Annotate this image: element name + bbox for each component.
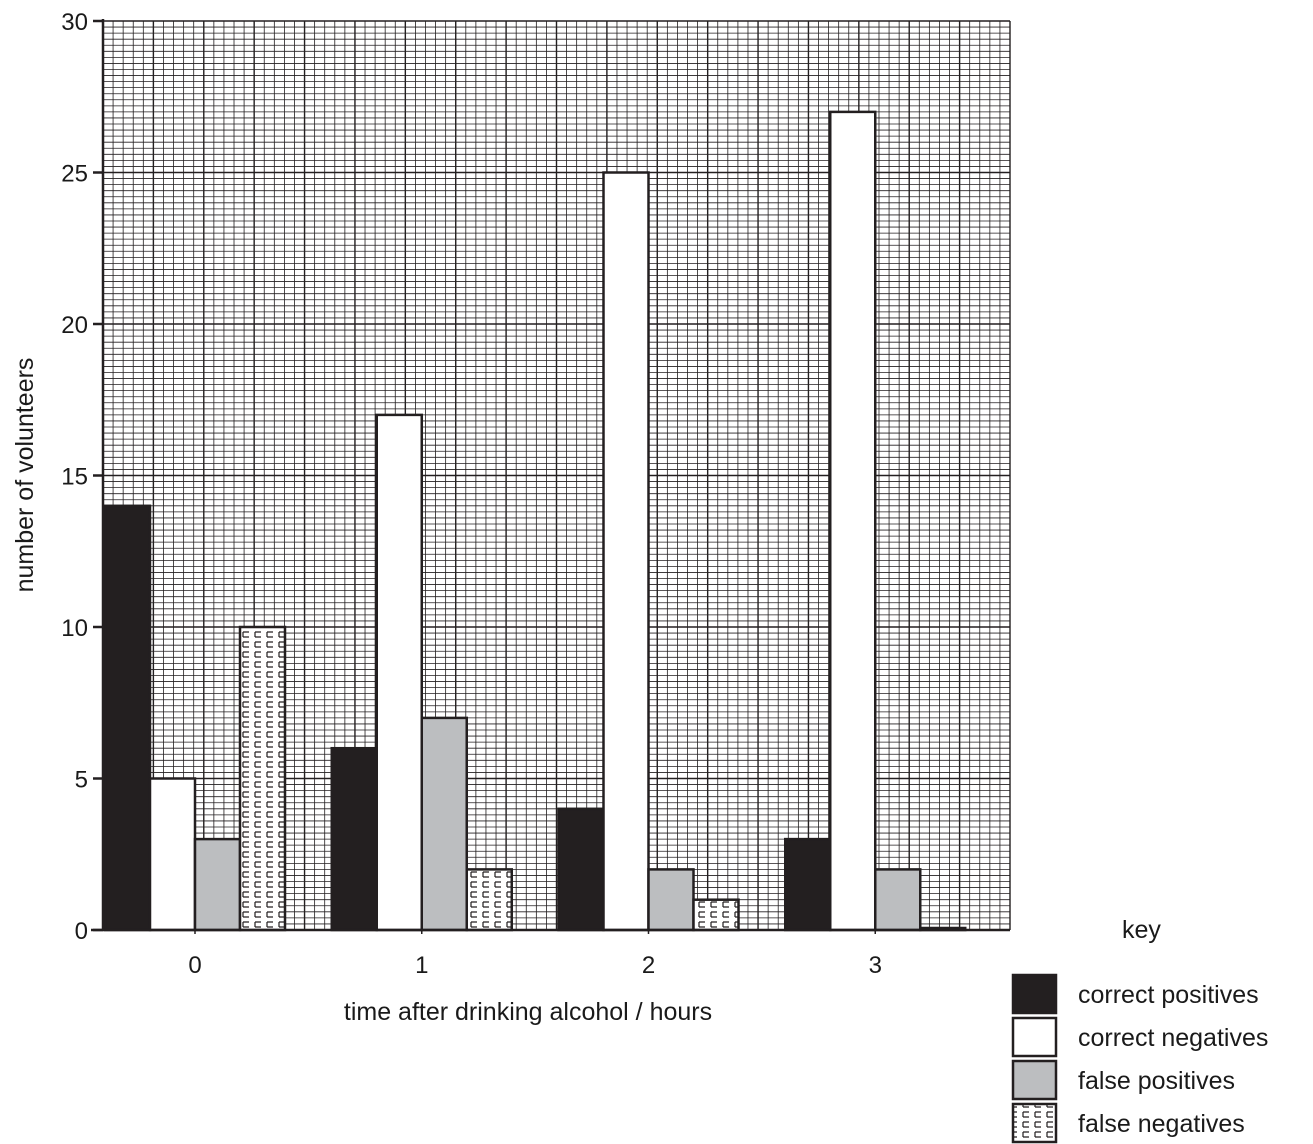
- x-tick-label: 0: [188, 952, 201, 979]
- legend-swatch-correct-negatives: [1011, 1016, 1058, 1058]
- x-tick-label: 3: [869, 952, 882, 979]
- y-tick-label: 0: [75, 918, 88, 945]
- legend: key correct positives correct negatives fa…: [1011, 916, 1268, 1144]
- axes: [91, 19, 1010, 934]
- y-axis-title: number of volunteers: [11, 358, 39, 593]
- bar-false-positives-1: [420, 716, 468, 932]
- legend-label-correct-negatives: correct negatives: [1078, 1024, 1268, 1052]
- bar-correct-negatives-2: [602, 171, 650, 932]
- y-tick-label: 15: [61, 464, 88, 491]
- y-tick-label: 30: [61, 9, 88, 36]
- legend-swatch-false-positives: [1011, 1059, 1058, 1101]
- y-tick-label: 5: [75, 767, 88, 794]
- tick-labels: 0 5 10 15 20 25 30 0 1 2 3: [61, 9, 882, 979]
- bar-correct-negatives-0: [148, 777, 197, 932]
- y-tick-label: 25: [61, 161, 88, 188]
- legend-swatch-false-negatives: [1011, 1102, 1058, 1144]
- bar-false-positives-0: [193, 837, 242, 932]
- bar-false-negatives-2: [692, 898, 740, 932]
- bar-correct-positives-2: [557, 807, 605, 932]
- y-tick-label: 10: [61, 615, 88, 642]
- bar-correct-positives-0: [103, 504, 152, 932]
- legend-title: key: [1122, 916, 1161, 944]
- legend-label-false-negatives: false negatives: [1078, 1110, 1245, 1138]
- bar-correct-positives-1: [330, 746, 378, 932]
- x-axis-title: time after drinking alcohol / hours: [344, 998, 712, 1026]
- legend-label-false-positives: false positives: [1078, 1067, 1235, 1095]
- legend-label-correct-positives: correct positives: [1078, 981, 1259, 1009]
- bar-false-positives-2: [647, 868, 695, 932]
- y-tick-label: 20: [61, 312, 88, 339]
- legend-swatch-correct-positives: [1011, 973, 1058, 1015]
- bars: [103, 110, 967, 932]
- bar-correct-negatives-3: [829, 110, 877, 932]
- bar-false-negatives-1: [465, 868, 513, 932]
- x-tick-label: 2: [642, 952, 655, 979]
- x-tick-label: 1: [415, 952, 428, 979]
- bar-correct-negatives-1: [375, 413, 423, 932]
- bar-correct-positives-3: [784, 837, 832, 932]
- bar-false-positives-3: [874, 868, 922, 932]
- bar-false-negatives-0: [238, 625, 287, 932]
